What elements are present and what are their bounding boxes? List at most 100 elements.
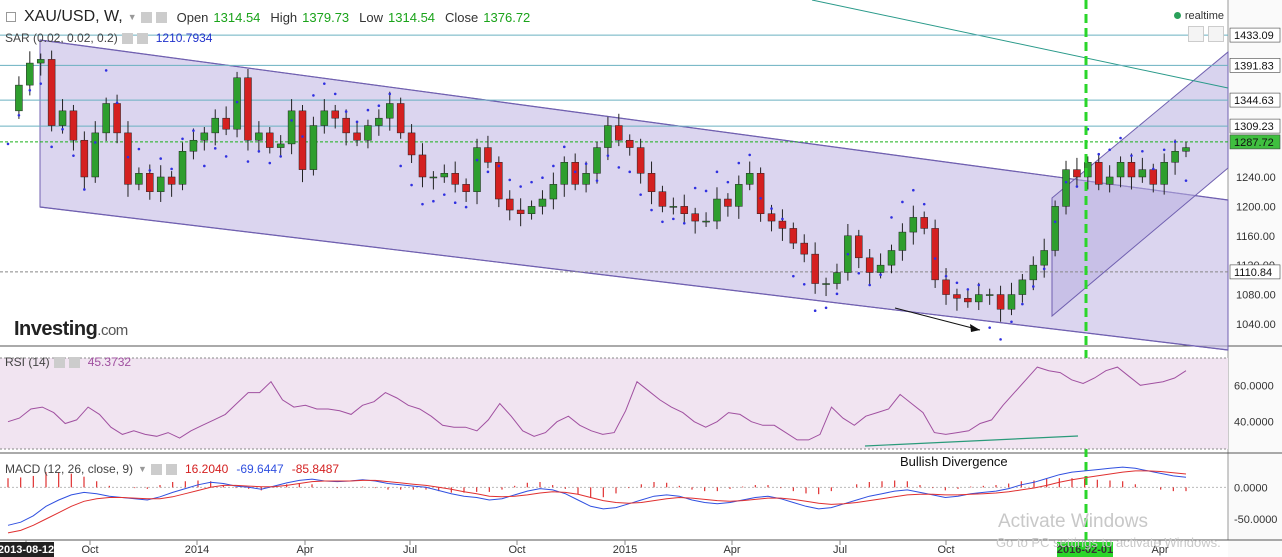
candle-body [505, 198, 514, 211]
price-level-label: 1344.63 [1234, 95, 1274, 107]
sar-dot [257, 149, 261, 153]
candle-body [855, 235, 863, 259]
candle-body [920, 217, 928, 229]
candle-body [124, 132, 132, 185]
sar-settings-icon[interactable] [121, 32, 133, 44]
chevron-down-icon[interactable]: ▼ [127, 12, 137, 22]
settings-icon[interactable] [140, 11, 152, 23]
collapse-icon[interactable] [6, 12, 16, 22]
price-tick-label: 1200.00 [1236, 201, 1276, 213]
price-level-label: 1433.09 [1234, 30, 1274, 42]
sar-dot [639, 193, 642, 196]
sar-dot [301, 135, 304, 138]
sar-dot [224, 155, 228, 158]
candle-body [255, 132, 263, 141]
candle-body [440, 173, 449, 178]
logo-suffix: .com [97, 322, 128, 339]
price-level-label: 1287.72 [1234, 137, 1274, 149]
sar-dot [584, 162, 588, 166]
sar-dot [312, 94, 315, 97]
time-highlight [0, 542, 54, 557]
rsi-value: 45.3732 [87, 355, 132, 369]
sar-dot [682, 221, 686, 225]
macd-tick-label: -50.0000 [1234, 514, 1277, 526]
activate-windows-watermark: Activate Windows [998, 511, 1148, 532]
candle-body [309, 125, 318, 170]
candle-body [822, 283, 830, 285]
candle-body [593, 147, 601, 174]
sar-dot [442, 193, 446, 196]
sar-dot [388, 92, 392, 96]
macd-settings-icon[interactable] [150, 463, 162, 475]
price-level-tag [1229, 92, 1281, 108]
sar-dot [661, 220, 664, 224]
minimize-icon[interactable] [1188, 26, 1204, 42]
high-label: High [270, 9, 298, 25]
candle-body [1073, 169, 1081, 178]
rsi-label[interactable]: RSI (14) [5, 355, 50, 369]
candle-body [1007, 294, 1016, 310]
resistance-trendline [811, 0, 1229, 89]
macd-close-icon[interactable] [165, 463, 177, 475]
candle-body [298, 110, 307, 170]
candle-body [320, 110, 329, 126]
sar-dot [159, 157, 163, 160]
candle-body [386, 103, 394, 119]
chart-window-buttons [1188, 26, 1224, 42]
macd-chevron-icon[interactable]: ▼ [138, 464, 147, 474]
sar-dot [890, 216, 893, 219]
rsi-settings-icon[interactable] [53, 356, 65, 368]
sar-dot [933, 257, 937, 260]
maximize-icon[interactable] [1208, 26, 1224, 42]
sar-dot [955, 281, 959, 285]
sar-dot [530, 180, 533, 184]
sar-dot [126, 155, 130, 159]
sar-dot [792, 274, 795, 278]
candle-body [560, 162, 569, 185]
sar-dot [1119, 136, 1122, 140]
sar-dot [181, 137, 184, 141]
sar-dot [595, 179, 599, 182]
candle-body [80, 139, 89, 178]
sar-close-icon[interactable] [136, 32, 148, 44]
candle-body [876, 264, 885, 273]
sar-dot [704, 189, 708, 193]
candle-body [167, 176, 176, 185]
sar-dot [857, 271, 861, 275]
candle-body [942, 279, 950, 295]
sar-dot [846, 252, 850, 256]
candle-body [691, 213, 699, 222]
macd-label[interactable]: MACD (12, 26, close, 9) [5, 462, 134, 476]
candle-body [669, 206, 678, 208]
price-level-label: 1309.23 [1234, 121, 1274, 133]
candle-body [713, 198, 721, 222]
candle-body [1105, 176, 1114, 185]
macd-value-3: -85.8487 [291, 462, 340, 476]
sar-dot [279, 155, 282, 158]
time-tick-label: Apr [296, 544, 313, 556]
close-icon[interactable] [155, 11, 167, 23]
symbol-label[interactable]: XAU/USD, W, [24, 8, 123, 25]
sar-dot [737, 161, 741, 165]
candle-body [429, 176, 438, 179]
candle-body [527, 206, 536, 214]
time-tick-label: 2014 [185, 544, 209, 556]
rsi-close-icon[interactable] [68, 356, 80, 368]
sar-dot [1130, 154, 1133, 157]
sar-label[interactable]: SAR (0.02, 0.02, 0.2) [5, 31, 118, 45]
price-tick-label: 1080.00 [1236, 290, 1276, 302]
candle-body [1138, 169, 1147, 178]
sar-dot [541, 176, 544, 180]
price-level-tag [1229, 134, 1281, 150]
sar-dot [1042, 267, 1046, 271]
price-level-tag [1229, 264, 1281, 280]
candle-body [909, 217, 918, 233]
sar-dot [344, 110, 348, 113]
time-tick-label: 2013-08-12 [0, 544, 54, 556]
sar-dot [323, 82, 326, 85]
ascending-channel [1051, 50, 1229, 318]
sar-dot [6, 142, 10, 146]
candle-body [800, 242, 808, 255]
sar-dot [759, 196, 762, 200]
sar-dot [901, 200, 904, 204]
